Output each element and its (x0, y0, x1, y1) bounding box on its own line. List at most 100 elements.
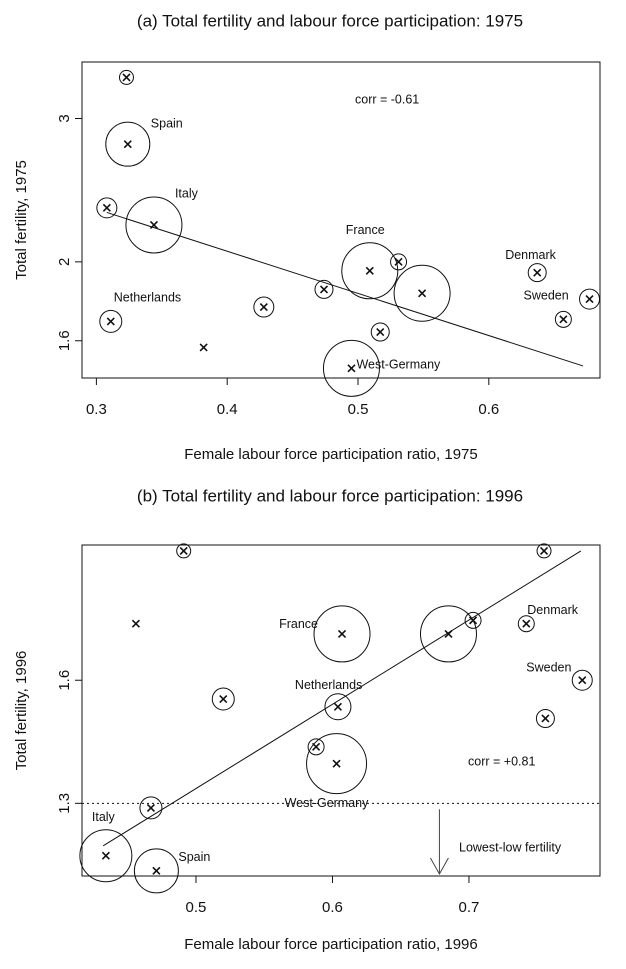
point-circle (324, 693, 352, 721)
point-circle (517, 615, 535, 633)
point (393, 264, 451, 322)
point-circle (571, 669, 593, 691)
point (314, 279, 334, 299)
point (118, 69, 134, 85)
point-cross (123, 140, 132, 149)
point-circle (306, 733, 368, 795)
point-cross (376, 327, 385, 337)
x-tick-label: 0.6 (322, 899, 343, 916)
point-circle (341, 242, 399, 300)
x-tick-label: 0.7 (459, 899, 480, 916)
point-cross (333, 702, 342, 711)
point-circle (313, 605, 371, 663)
point (324, 693, 352, 721)
point-cross (219, 694, 228, 704)
point-label: Netherlands (295, 678, 362, 692)
y-tick-label: 1.3 (56, 793, 73, 814)
point-circle (527, 263, 547, 283)
point (341, 242, 399, 300)
y-tick-label: 1.6 (56, 330, 73, 351)
point-label: West-Germany (356, 358, 441, 372)
point (133, 848, 179, 894)
point-cross (539, 546, 549, 555)
point-circle (307, 738, 325, 756)
y-axis-label: Total fertility, 1975 (13, 160, 30, 280)
point-label: Netherlands (114, 291, 181, 305)
point-circle (125, 196, 183, 254)
point-label: Denmark (505, 248, 556, 262)
point (176, 543, 192, 559)
point (105, 121, 151, 167)
x-tick-label: 0.4 (217, 401, 238, 418)
annotation: corr = -0.61 (355, 92, 419, 106)
point-cross (468, 616, 478, 625)
point-cross (146, 803, 155, 812)
y-tick-label: 1.6 (56, 670, 73, 691)
point-circle (536, 543, 552, 559)
point (464, 611, 482, 629)
x-axis-label: Female labour force participation ratio,… (184, 936, 478, 953)
point (554, 310, 572, 328)
point-cross (332, 759, 341, 768)
point-cross (131, 619, 140, 628)
point-cross (337, 629, 347, 638)
point-cross (394, 257, 403, 266)
x-axis-label: Female labour force participation ratio,… (184, 446, 478, 463)
y-axis-label: Total fertility, 1996 (13, 651, 30, 771)
point-label: Italy (175, 186, 199, 200)
point-circle (99, 309, 123, 333)
point-cross (365, 266, 374, 275)
point-label: Sweden (524, 288, 569, 302)
point-cross (259, 302, 268, 312)
point (313, 605, 371, 663)
point-label: Italy (92, 810, 116, 824)
point-circle (393, 264, 451, 322)
x-tick-label: 0.5 (348, 401, 369, 418)
point (125, 196, 183, 254)
point-circle (314, 279, 334, 299)
point-cross (102, 203, 111, 212)
point (535, 708, 555, 728)
point-cross (347, 364, 356, 373)
point-cross (179, 546, 188, 555)
point (322, 339, 380, 397)
point (419, 605, 477, 663)
point (390, 253, 408, 271)
chart-title: (a) Total fertility and labour force par… (137, 11, 523, 30)
point-circle (79, 829, 133, 883)
point-cross (578, 676, 587, 685)
point-label: Denmark (527, 603, 578, 617)
point-cross (541, 714, 550, 723)
point-cross (101, 851, 110, 860)
point-circle (176, 543, 192, 559)
point (211, 687, 235, 711)
point-cross (444, 629, 453, 638)
point (579, 288, 601, 310)
point-circle (118, 69, 134, 85)
point-cross (122, 73, 131, 82)
trend-line (106, 211, 584, 367)
point-cross (585, 295, 594, 304)
point (99, 309, 123, 333)
reference-label: Lowest-low fertility (459, 840, 562, 854)
point-circle (211, 687, 235, 711)
point-label: Sweden (526, 661, 571, 675)
point-circle (253, 296, 275, 318)
point-circle (105, 121, 151, 167)
x-tick-label: 0.6 (478, 401, 499, 418)
point-cross (319, 285, 329, 294)
point-label: France (346, 223, 385, 237)
point (306, 733, 368, 795)
point (131, 619, 140, 628)
point (96, 197, 118, 219)
point (139, 796, 163, 820)
y-tick-label: 3 (56, 114, 73, 122)
trend-line (102, 550, 582, 847)
point-cross (106, 317, 115, 326)
y-tick-label: 2 (56, 258, 73, 266)
point-circle (322, 339, 380, 397)
annotation: corr = +0.81 (468, 754, 535, 768)
point-circle (579, 288, 601, 310)
point-label: West-Germany (285, 796, 370, 810)
